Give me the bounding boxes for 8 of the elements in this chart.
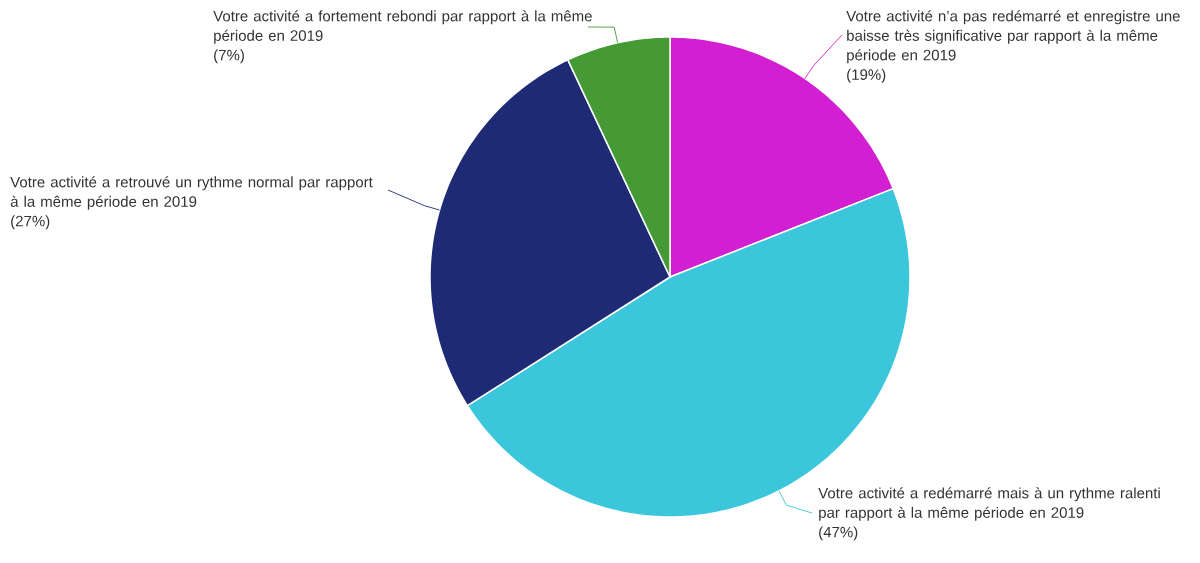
slice-label: Votre activité a redémarré mais à un rythme ralenti par rapport à la même période en 2019 <box>818 487 1160 521</box>
slice-label: Votre activité a retrouvé un rythme normal par rapport à la même période en 2019 <box>10 176 373 210</box>
data-label: (47%) <box>819 526 858 541</box>
data-label: (19%) <box>847 68 886 83</box>
slice-label: Votre activité n’a pas redémarré et enregistre une baisse très significative par rapport à la même période en 2019 <box>846 10 1180 64</box>
data-label: (27%) <box>11 215 50 230</box>
data-label: (7%) <box>214 49 244 64</box>
slice-label: Votre activité a fortement rebondi par rapport à la même période en 2019 <box>213 10 592 44</box>
